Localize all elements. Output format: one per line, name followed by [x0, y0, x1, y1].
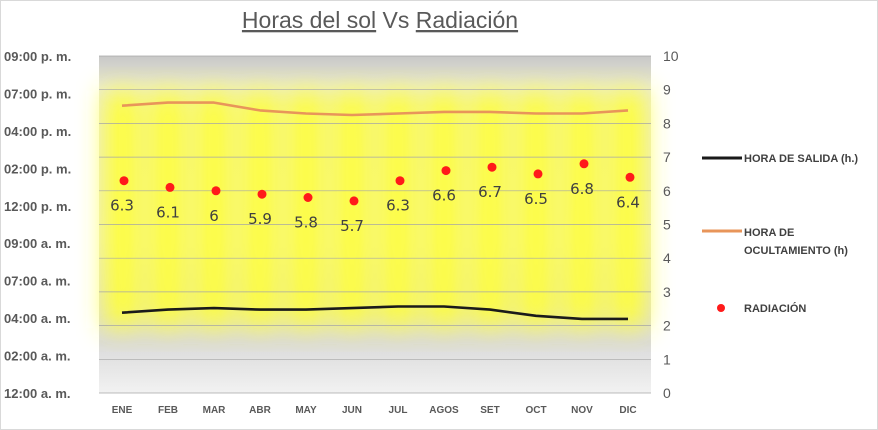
left-axis-ticks: 12:00 a. m. 02:00 a. m. 04:00 a. m. 07:00 a…	[4, 49, 71, 401]
radiation-point	[211, 186, 221, 196]
radiation-label: 6.4	[616, 193, 640, 211]
left-tick-label: 09:00 a. m.	[4, 236, 71, 251]
right-tick-label: 3	[663, 284, 671, 300]
title-part-2: Vs	[376, 7, 416, 33]
glow-layer	[105, 90, 645, 329]
legend-label-line: OCULTAMIENTO (h)	[744, 245, 848, 257]
glow-column	[197, 90, 231, 329]
right-tick-label: 4	[663, 250, 671, 266]
right-tick-label: 10	[663, 48, 679, 64]
radiation-point	[395, 176, 405, 186]
glow-column	[151, 90, 185, 329]
series-lines	[121, 101, 629, 321]
chart-title: Horas del sol Vs Radiación	[242, 7, 518, 33]
right-tick-label: 9	[663, 82, 671, 98]
legend-swatch-radiacion	[717, 304, 725, 312]
right-tick-label: 1	[663, 351, 671, 367]
x-tick-label: AGOS	[429, 405, 459, 416]
legend-label-salida: HORA DE SALIDA (h.)	[744, 153, 858, 165]
x-tick-label: JUN	[342, 405, 362, 416]
x-tick-label: NOV	[571, 405, 593, 416]
radiation-label: 6.5	[524, 190, 548, 208]
radiation-point	[441, 166, 451, 176]
glow-column	[473, 90, 507, 329]
x-tick-label: ABR	[249, 405, 271, 416]
title-part-1: Horas del sol	[242, 7, 376, 33]
glow-column	[105, 90, 139, 329]
right-tick-label: 5	[663, 217, 671, 233]
right-tick-label: 2	[663, 318, 671, 334]
grid-lines	[99, 55, 651, 394]
left-tick-label: 07:00 a. m.	[4, 274, 71, 289]
right-tick-label: 7	[663, 149, 671, 165]
glow-column	[519, 90, 553, 329]
radiation-point	[165, 182, 175, 192]
radiation-label: 6.7	[478, 183, 502, 201]
right-tick-label: 6	[663, 183, 671, 199]
right-tick-label: 0	[663, 385, 671, 401]
glow-column	[335, 90, 369, 329]
x-tick-label: JUL	[389, 405, 408, 416]
radiation-label: 6.1	[156, 203, 180, 221]
glow-column	[565, 90, 599, 329]
radiation-points	[119, 159, 635, 206]
left-tick-label: 04:00 p. m.	[4, 124, 71, 139]
left-tick-label: 12:00 a. m.	[4, 386, 71, 401]
glow-column	[611, 90, 645, 329]
left-tick-label: 02:00 p. m.	[4, 161, 71, 176]
radiation-label: 6.8	[570, 180, 594, 198]
radiation-label: 5.7	[340, 217, 364, 235]
glow-column	[427, 90, 461, 329]
radiation-point	[303, 193, 313, 202]
title-part-3: Radiación	[416, 7, 518, 33]
x-tick-label: MAR	[203, 405, 227, 416]
x-tick-label: MAY	[295, 405, 317, 416]
x-tick-label: FEB	[158, 405, 178, 416]
radiation-point	[257, 189, 267, 199]
radiation-point	[487, 162, 497, 172]
radiation-point	[579, 159, 589, 169]
radiation-point	[533, 169, 543, 179]
radiation-point	[349, 196, 359, 206]
radiation-label: 6	[209, 207, 219, 225]
legend-label-ocultamiento: HORA DE OCULTAMIENTO (h)	[744, 227, 848, 257]
x-tick-label: SET	[480, 405, 499, 416]
x-tick-label: ENE	[112, 405, 133, 416]
radiation-label: 6.6	[432, 187, 456, 205]
radiation-label: 5.8	[294, 214, 318, 232]
data-labels: 6.3 6.1 6 5.9 5.8 5.7 6.3 6.6 6.7 6.5 6.8 6.4	[110, 180, 640, 235]
left-tick-label: 12:00 p. m.	[4, 199, 71, 214]
radiation-label: 6.3	[110, 197, 134, 215]
x-axis-ticks: ENE FEB MAR ABR MAY JUN JUL AGOS SET OCT NOV DIC	[112, 405, 637, 416]
series-line	[121, 305, 628, 321]
glow-column	[381, 90, 415, 329]
radiation-point	[119, 176, 129, 186]
left-tick-label: 07:00 p. m.	[4, 86, 71, 101]
legend-label-radiacion: RADIACIÓN	[744, 302, 806, 315]
glow-column	[243, 90, 277, 329]
legend: HORA DE SALIDA (h.) HORA DE OCULTAMIENTO …	[702, 153, 858, 315]
right-tick-label: 8	[663, 115, 671, 131]
glow-column	[289, 90, 323, 329]
series-line	[121, 101, 629, 117]
legend-label-line: HORA DE	[744, 227, 794, 239]
radiation-label: 6.3	[386, 197, 410, 215]
radiation-label: 5.9	[248, 210, 272, 228]
right-axis-ticks: 0 1 2 3 4 5 6 7 8 9 10	[663, 48, 679, 401]
left-tick-label: 04:00 a. m.	[4, 311, 71, 326]
x-tick-label: OCT	[525, 405, 546, 416]
left-tick-label: 02:00 a. m.	[4, 349, 71, 364]
left-tick-label: 09:00 p. m.	[4, 49, 71, 64]
x-tick-label: DIC	[619, 405, 636, 416]
radiation-point	[625, 172, 635, 182]
